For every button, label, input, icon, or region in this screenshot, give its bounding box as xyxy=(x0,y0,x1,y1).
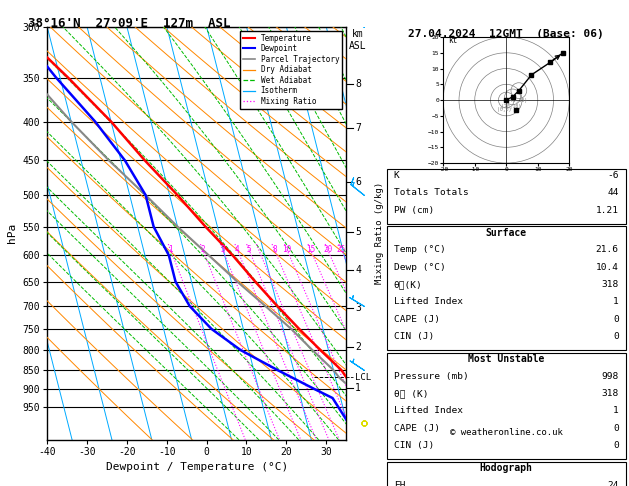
Text: 27.04.2024  12GMT  (Base: 06): 27.04.2024 12GMT (Base: 06) xyxy=(408,29,604,39)
Text: 2: 2 xyxy=(355,342,361,352)
Text: 1: 1 xyxy=(613,297,619,306)
Text: θᴇ(K): θᴇ(K) xyxy=(394,280,423,289)
Text: Lifted Index: Lifted Index xyxy=(394,297,463,306)
Text: CAPE (J): CAPE (J) xyxy=(394,314,440,324)
Text: EH: EH xyxy=(394,481,405,486)
Text: 10.4: 10.4 xyxy=(596,262,619,272)
Text: 1: 1 xyxy=(168,245,173,254)
Text: ASL: ASL xyxy=(348,41,366,51)
Text: 998: 998 xyxy=(601,372,619,381)
Text: © weatheronline.co.uk: © weatheronline.co.uk xyxy=(450,428,563,436)
Text: 7: 7 xyxy=(355,123,361,133)
Text: Temp (°C): Temp (°C) xyxy=(394,245,445,254)
Text: CIN (J): CIN (J) xyxy=(394,332,434,341)
Text: 5: 5 xyxy=(247,245,251,254)
Text: 5: 5 xyxy=(355,227,361,237)
Bar xyxy=(387,226,626,350)
Text: K: K xyxy=(394,171,399,180)
Text: 20: 20 xyxy=(323,245,332,254)
Text: 8: 8 xyxy=(272,245,277,254)
Legend: Temperature, Dewpoint, Parcel Trajectory, Dry Adiabat, Wet Adiabat, Isotherm, Mi: Temperature, Dewpoint, Parcel Trajectory… xyxy=(240,31,342,109)
Text: θᴇ (K): θᴇ (K) xyxy=(394,389,428,398)
Text: Lifted Index: Lifted Index xyxy=(394,406,463,416)
Text: 21.6: 21.6 xyxy=(596,245,619,254)
Text: 2: 2 xyxy=(201,245,205,254)
Text: 4: 4 xyxy=(235,245,240,254)
Text: 0: 0 xyxy=(613,424,619,433)
Bar xyxy=(387,462,626,486)
Text: 318: 318 xyxy=(601,389,619,398)
Text: 0: 0 xyxy=(613,314,619,324)
Text: Totals Totals: Totals Totals xyxy=(394,188,469,197)
X-axis label: Dewpoint / Temperature (°C): Dewpoint / Temperature (°C) xyxy=(106,462,288,472)
Text: LCL: LCL xyxy=(355,373,371,382)
Text: 3: 3 xyxy=(355,303,361,312)
Text: Hodograph: Hodograph xyxy=(480,463,533,473)
Text: 0: 0 xyxy=(613,441,619,450)
Text: 25: 25 xyxy=(337,245,346,254)
Text: -6: -6 xyxy=(607,171,619,180)
Text: Dewp (°C): Dewp (°C) xyxy=(394,262,445,272)
Bar xyxy=(387,169,626,224)
Text: 44: 44 xyxy=(607,188,619,197)
Text: 8: 8 xyxy=(355,79,361,89)
Text: 38°16'N  27°09'E  127m  ASL: 38°16'N 27°09'E 127m ASL xyxy=(28,17,230,30)
Text: 318: 318 xyxy=(601,280,619,289)
Bar xyxy=(387,353,626,459)
Text: 3: 3 xyxy=(220,245,225,254)
Text: km: km xyxy=(352,29,364,39)
Text: CAPE (J): CAPE (J) xyxy=(394,424,440,433)
Text: CIN (J): CIN (J) xyxy=(394,441,434,450)
Y-axis label: hPa: hPa xyxy=(7,223,17,243)
Text: Mixing Ratio (g/kg): Mixing Ratio (g/kg) xyxy=(375,182,384,284)
Text: Most Unstable: Most Unstable xyxy=(468,354,545,364)
Text: 4: 4 xyxy=(355,265,361,276)
Text: 6: 6 xyxy=(355,177,361,187)
Text: Surface: Surface xyxy=(486,228,527,238)
Text: 15: 15 xyxy=(306,245,315,254)
Text: 10: 10 xyxy=(282,245,292,254)
Text: 1.21: 1.21 xyxy=(596,206,619,215)
Text: Pressure (mb): Pressure (mb) xyxy=(394,372,469,381)
Text: 0: 0 xyxy=(613,332,619,341)
Text: 24: 24 xyxy=(607,481,619,486)
Text: 1: 1 xyxy=(613,406,619,416)
Text: 1: 1 xyxy=(355,383,361,393)
Text: PW (cm): PW (cm) xyxy=(394,206,434,215)
